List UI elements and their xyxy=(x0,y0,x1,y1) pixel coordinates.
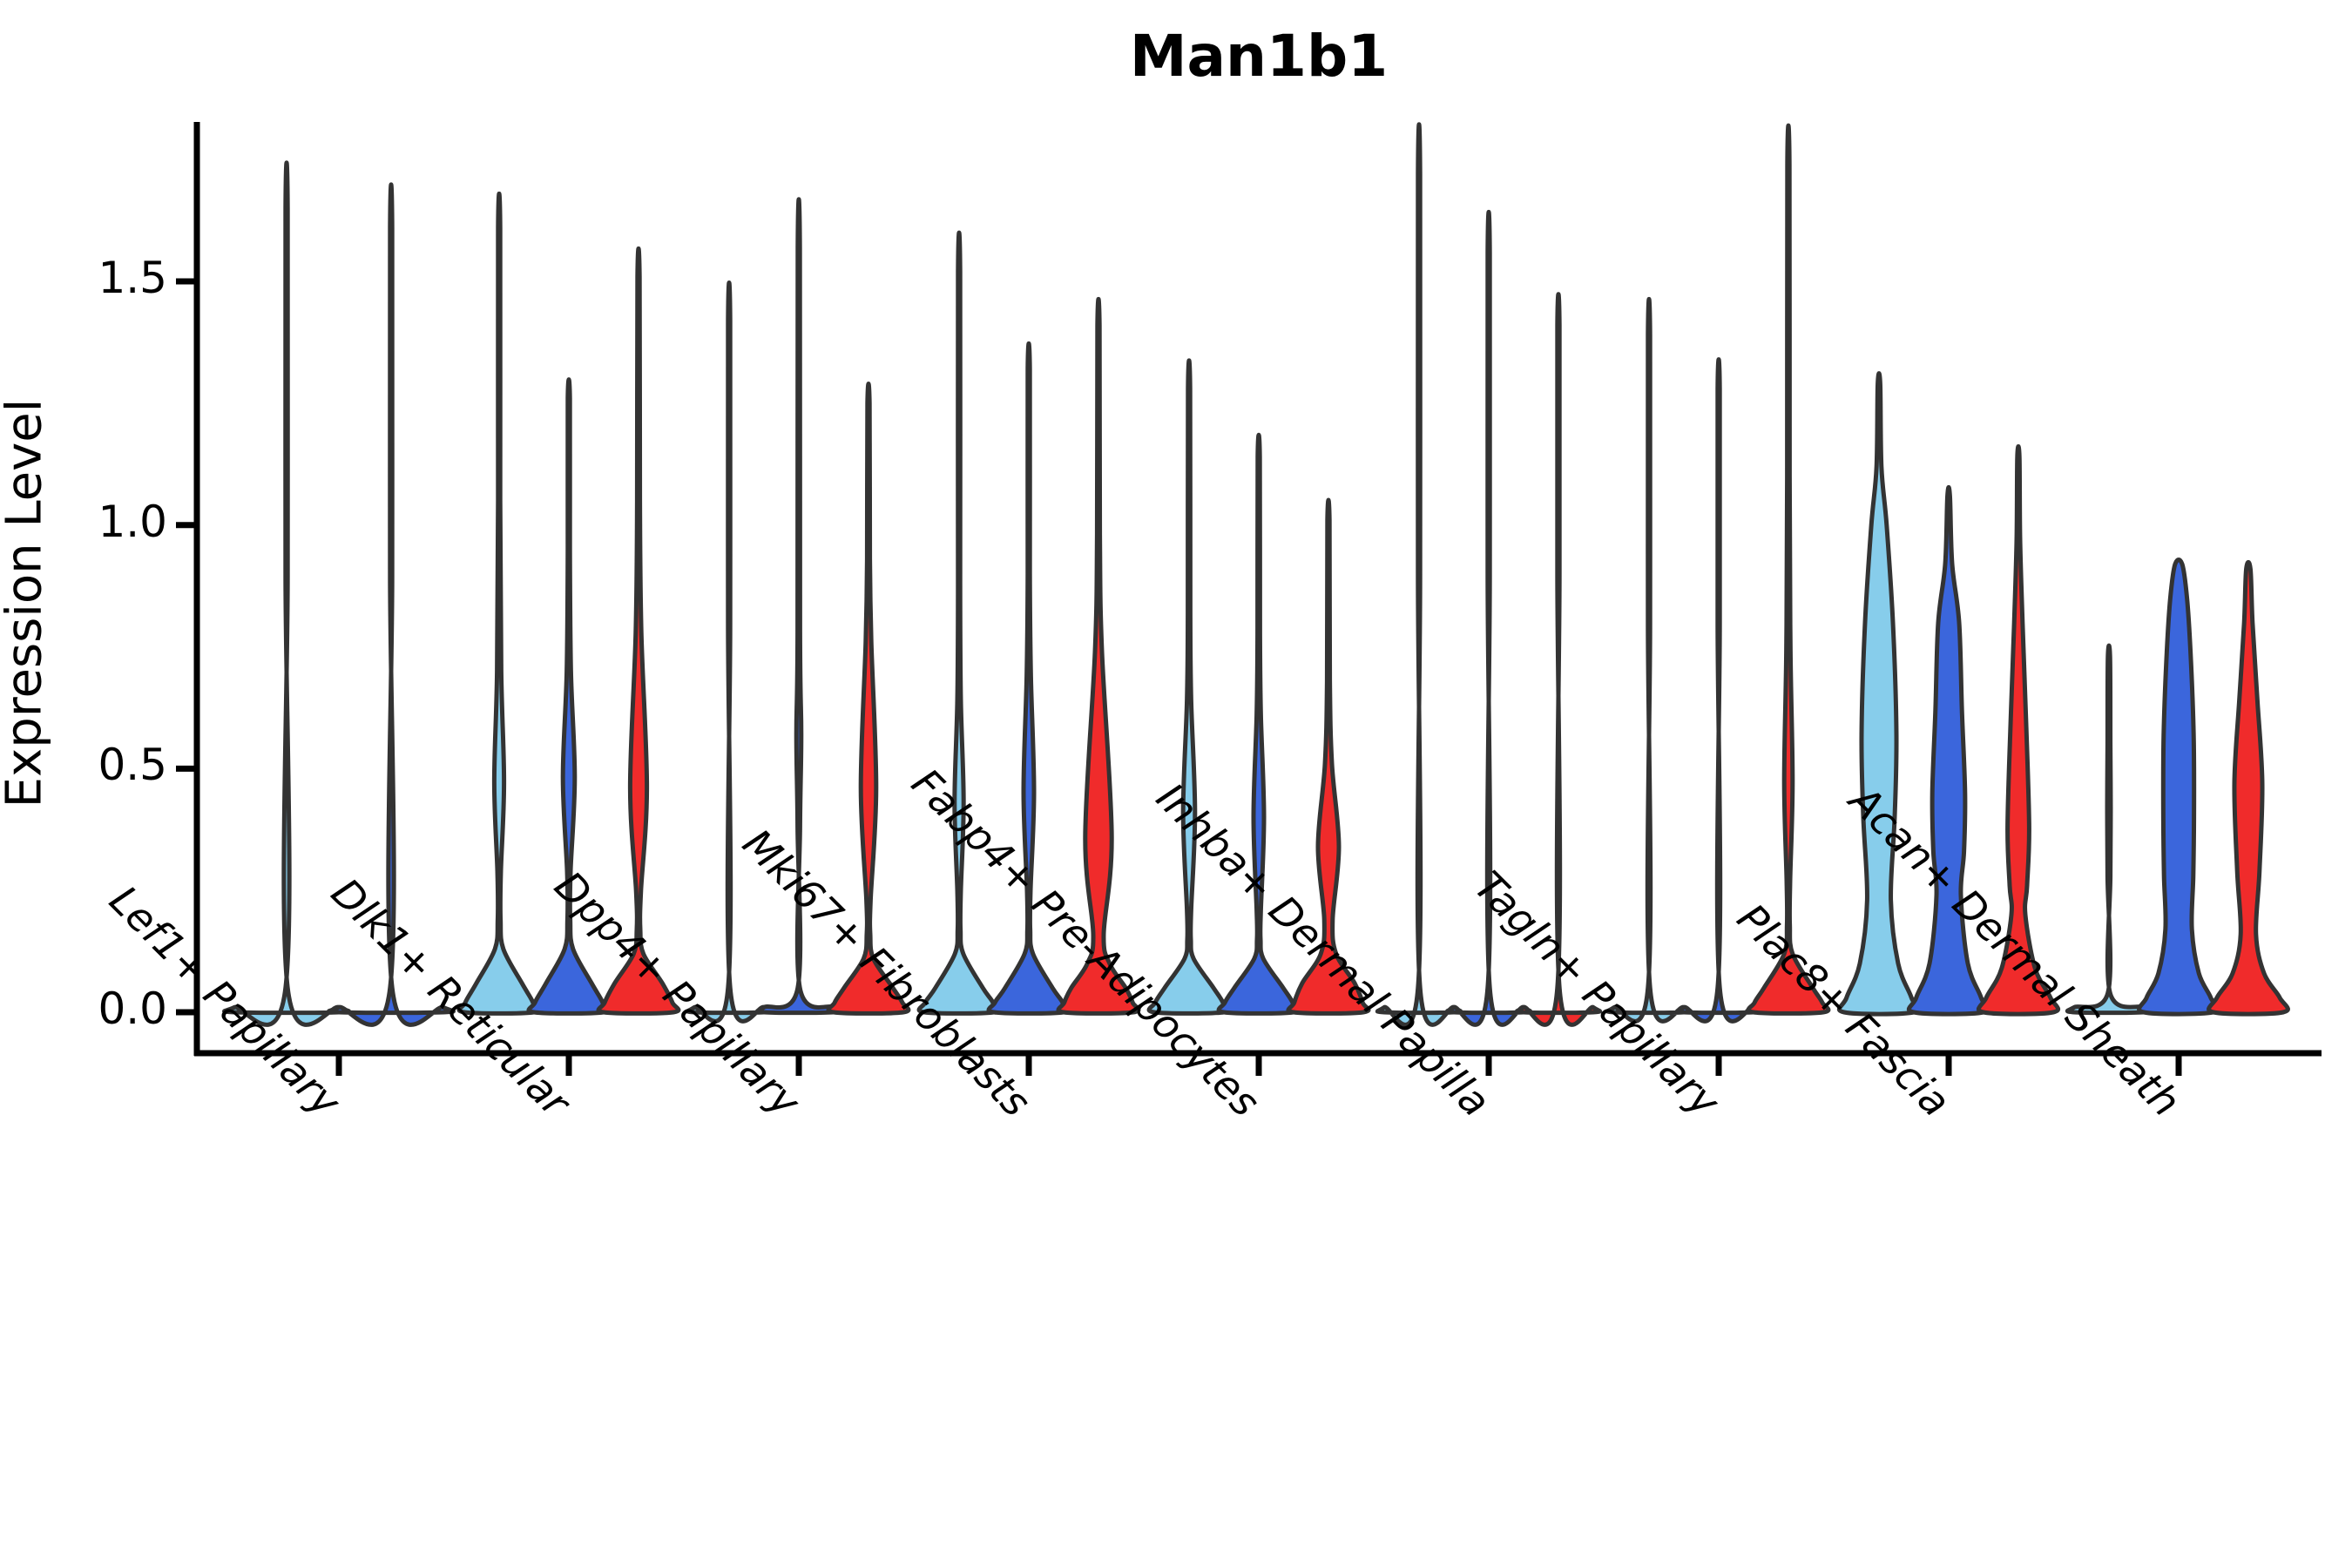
violin-inhba-light-blue xyxy=(1375,122,1463,1027)
violin-inhba-red xyxy=(1514,292,1603,1027)
violin-mki67-red xyxy=(1056,296,1141,1016)
y-tick-label: 1.5 xyxy=(98,253,167,304)
violin-plac8-dark-blue xyxy=(1906,484,1991,1017)
violin-dpp4-dark-blue xyxy=(754,197,843,1016)
violin-tagln-dark-blue xyxy=(1674,357,1763,1024)
violin-acan-red xyxy=(2207,559,2290,1017)
violin-inhba-dark-blue xyxy=(1444,209,1533,1027)
chart-title: Man1b1 xyxy=(1129,23,1389,90)
violin-plac8-light-blue xyxy=(1836,371,1922,1017)
violin-dlk1-light-blue xyxy=(456,192,542,1016)
y-tick-label: 0.5 xyxy=(98,740,167,791)
violin-lef1-dark-blue xyxy=(327,182,456,1027)
violin-plac8-red xyxy=(1976,444,2061,1017)
violin-dlk1-dark-blue xyxy=(526,377,612,1016)
violin-acan-dark-blue xyxy=(2137,558,2220,1017)
violin-dpp4-red xyxy=(826,381,911,1016)
y-tick-label: 1.0 xyxy=(98,496,167,547)
violin-dlk1-red xyxy=(596,246,681,1016)
violin-fabp4-light-blue xyxy=(1146,358,1232,1016)
violin-dpp4-light-blue xyxy=(685,280,774,1024)
violin-tagln-red xyxy=(1746,123,1831,1016)
violin-acan-light-blue xyxy=(2065,643,2153,1016)
violin-mki67-light-blue xyxy=(916,230,1002,1016)
violin-fabp4-dark-blue xyxy=(1216,433,1301,1016)
violin-tagln-light-blue xyxy=(1605,297,1693,1024)
violin-fabp4-red xyxy=(1286,497,1371,1016)
violin-lef1-light-blue xyxy=(222,160,351,1027)
violin-mki67-dark-blue xyxy=(986,341,1071,1016)
y-tick-label: 0.0 xyxy=(98,983,167,1034)
